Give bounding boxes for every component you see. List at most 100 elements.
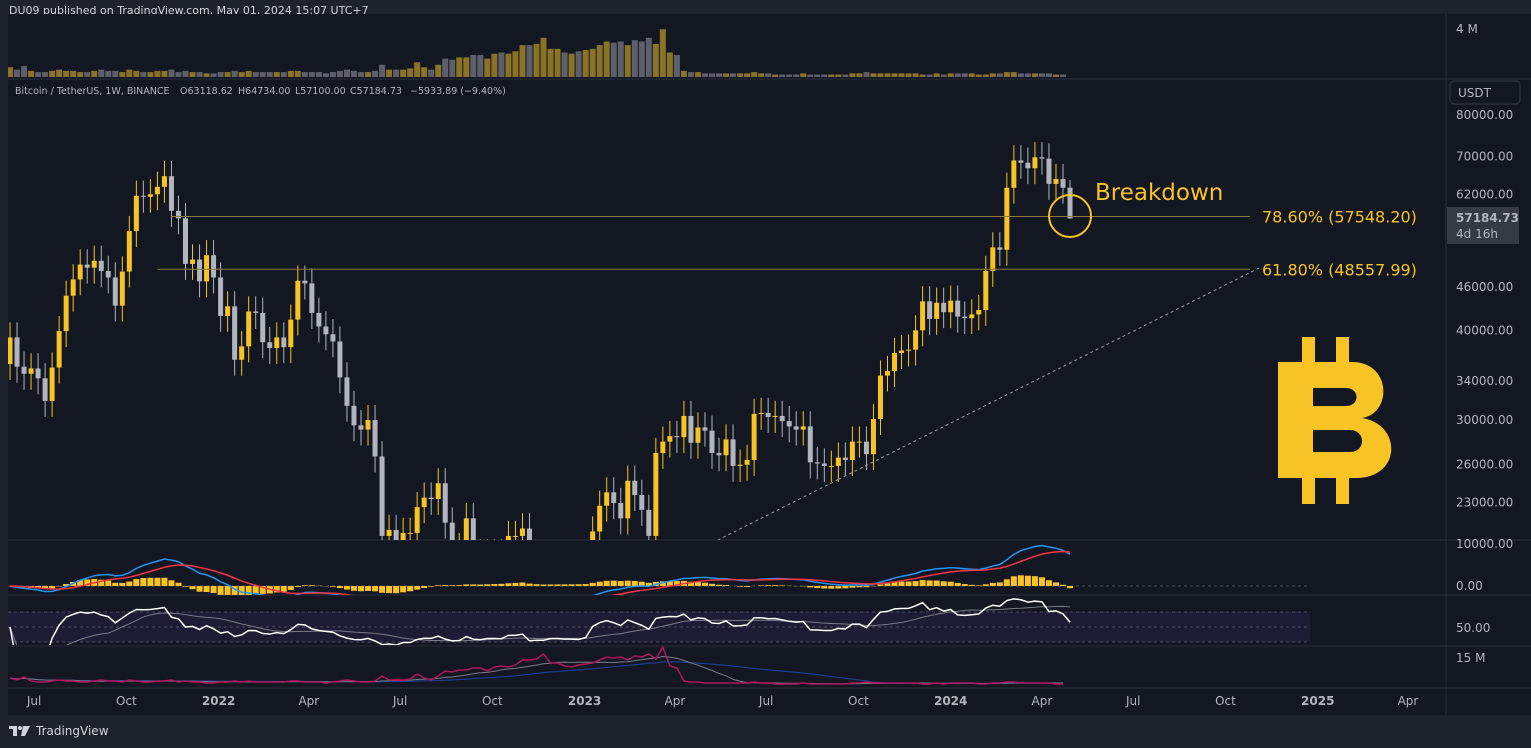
candle <box>695 412 701 459</box>
candle-body <box>428 497 434 499</box>
candle-body <box>849 441 855 460</box>
candle <box>604 477 610 522</box>
candle <box>1067 179 1073 219</box>
macd-histogram-bar <box>589 582 596 586</box>
candle <box>597 490 603 540</box>
candle <box>590 516 596 540</box>
volume-bar <box>1052 74 1059 77</box>
macd-histogram-bar <box>835 586 842 589</box>
macd-histogram-bar <box>1060 584 1066 586</box>
volume-bar <box>175 72 182 77</box>
macd-histogram-bar <box>533 584 540 586</box>
candle <box>470 503 476 540</box>
volume-bar <box>989 73 996 77</box>
candle <box>14 322 20 383</box>
volume-bar <box>119 72 126 77</box>
obv-pane <box>9 646 1064 685</box>
macd-histogram-bar <box>772 585 779 586</box>
candle <box>934 287 940 335</box>
volume-bar <box>456 57 463 77</box>
candle-body <box>688 415 694 443</box>
volume-bar <box>870 73 877 77</box>
candle-body <box>133 195 139 232</box>
macd-histogram-bar <box>512 582 519 586</box>
candle-body <box>98 260 104 271</box>
macd-histogram-bar <box>905 581 912 586</box>
volume-bar <box>70 70 77 77</box>
time-axis-tick: 2024 <box>934 694 967 708</box>
legend-high: H64734.00 <box>238 86 290 97</box>
volume-bar <box>638 41 645 77</box>
candle <box>246 296 252 363</box>
candle-body <box>140 195 146 197</box>
candle <box>35 353 41 395</box>
volume-bar <box>835 74 842 77</box>
macd-histogram-bar <box>554 584 561 586</box>
macd-histogram-bar <box>940 581 947 586</box>
candle <box>702 412 708 447</box>
macd-histogram-bar <box>210 586 217 594</box>
candle <box>49 352 55 417</box>
candle <box>281 322 287 364</box>
volume-bar <box>168 69 175 77</box>
macd-histogram-bar <box>849 586 856 588</box>
candle <box>126 215 132 288</box>
candle-body <box>379 456 385 536</box>
volume-bar <box>14 69 21 77</box>
volume-bar <box>772 74 779 77</box>
candle-body <box>772 415 778 417</box>
candle-body <box>119 271 125 306</box>
candle-body <box>267 342 273 348</box>
volume-bar <box>940 74 947 77</box>
candle <box>793 411 799 446</box>
price-pane[interactable] <box>8 142 1260 625</box>
candle <box>1053 163 1059 200</box>
candle <box>154 171 160 211</box>
candle <box>175 195 181 235</box>
time-axis-tick: 2023 <box>568 694 601 708</box>
candle-body <box>463 518 469 540</box>
volume-bar <box>386 69 393 77</box>
candle <box>267 327 273 364</box>
candle-body <box>814 462 820 464</box>
candle <box>316 297 322 343</box>
bitcoin-logo <box>1278 337 1392 504</box>
candle-body <box>225 306 231 316</box>
macd-histogram-bar <box>603 580 610 586</box>
candle <box>8 322 13 381</box>
candle <box>225 291 231 332</box>
macd-histogram-bar <box>336 586 343 589</box>
macd-histogram-bar <box>372 586 379 592</box>
candle <box>323 311 329 351</box>
macd-histogram-bar <box>996 582 1003 586</box>
fib-level-label: 61.80% (48557.99) <box>1262 260 1417 279</box>
candle-body <box>892 352 898 372</box>
volume-bar <box>842 74 849 77</box>
macd-histogram-bar <box>133 579 140 586</box>
macd-histogram-bar <box>709 583 715 586</box>
rsi-ma-line <box>9 605 1071 645</box>
volume-bar <box>154 70 161 77</box>
candle-body <box>779 415 785 422</box>
candle-body <box>660 441 666 453</box>
volume-bar <box>428 69 435 77</box>
candle-body <box>183 218 188 264</box>
candle <box>77 249 83 296</box>
volume-bar <box>266 72 273 77</box>
candle-body <box>920 301 926 331</box>
candle <box>337 326 343 394</box>
chart-background <box>8 14 1531 715</box>
macd-histogram-bar <box>968 584 975 586</box>
macd-histogram-bar <box>737 586 744 587</box>
volume-bar <box>210 73 217 77</box>
macd-histogram-bar <box>252 586 259 595</box>
currency-button[interactable] <box>1449 80 1521 105</box>
macd-histogram-bar <box>723 585 730 586</box>
candle <box>962 301 968 335</box>
volume-bar <box>358 72 364 77</box>
candle-body <box>835 457 841 466</box>
candle-body <box>723 439 729 456</box>
macd-histogram-bar <box>126 581 133 586</box>
candle <box>969 299 975 335</box>
